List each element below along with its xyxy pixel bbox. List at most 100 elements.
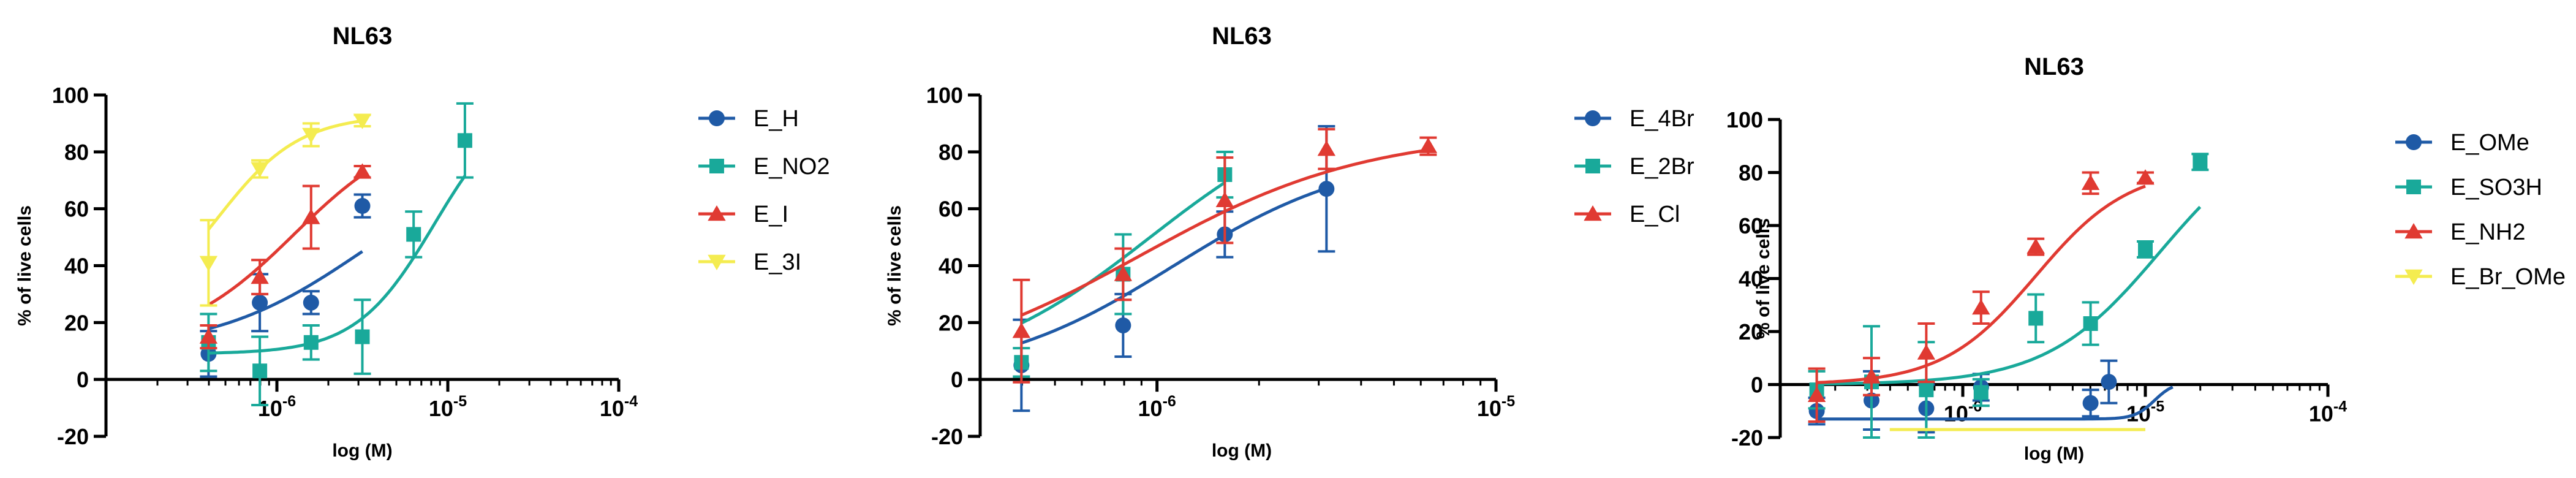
- legend-marker: [708, 205, 726, 221]
- x-tick-exponent: -6: [1163, 393, 1176, 410]
- x-tick-exponent: -5: [453, 393, 467, 410]
- y-tick-label: 0: [77, 367, 89, 392]
- legend-marker: [2404, 223, 2423, 239]
- chart-title: NL63: [2024, 53, 2084, 80]
- fit-curve: [1021, 186, 1328, 345]
- legend-label: E_3I: [754, 249, 801, 275]
- legend-label: E_Br_OMe: [2450, 264, 2566, 290]
- data-point: [1317, 140, 1336, 156]
- y-tick-label: 60: [64, 197, 89, 222]
- fit-curve: [208, 250, 363, 330]
- y-tick-label: 20: [1739, 319, 1763, 344]
- x-tick-exponent: -4: [624, 393, 638, 410]
- data-point: [252, 294, 268, 311]
- x-tick-base: 10: [1477, 396, 1501, 421]
- x-tick-exponent: -5: [1501, 393, 1515, 410]
- y-tick-label: 100: [52, 83, 89, 108]
- data-point: [1972, 299, 1990, 315]
- x-tick-base: 10: [429, 396, 453, 421]
- x-tick-label: 10-5: [1477, 393, 1515, 421]
- data-point: [2136, 169, 2155, 185]
- series-E_I: [199, 163, 372, 350]
- data-point: [251, 162, 269, 178]
- legend-label: E_Cl: [1630, 202, 1680, 227]
- data-point: [353, 113, 372, 129]
- chart-title: NL63: [333, 23, 393, 50]
- legend-entry-E_SO3H: E_SO3H: [2395, 175, 2542, 200]
- y-tick-label: 40: [64, 254, 89, 279]
- legend-marker: [2406, 180, 2421, 194]
- legend-label: E_2Br: [1630, 154, 1694, 180]
- legend-entry-E_OMe: E_OMe: [2395, 130, 2529, 156]
- series-E_4Br: [1013, 125, 1335, 412]
- x-tick-base: 10: [600, 396, 624, 421]
- data-point: [252, 363, 268, 379]
- x-axis-label: log (M): [332, 441, 392, 461]
- legend-marker: [709, 110, 725, 126]
- chart-panel-2: NL63 log (M) % of live cells -20 0 20 40 60 80 10…: [885, 23, 1694, 461]
- x-tick-base: 10: [1944, 401, 1968, 427]
- data-point: [2083, 316, 2098, 332]
- legend-label: E_4Br: [1630, 106, 1694, 132]
- x-tick-exponent: -4: [2333, 398, 2347, 415]
- data-point: [2082, 395, 2099, 411]
- data-point: [1215, 191, 1234, 207]
- y-tick-label: 20: [939, 310, 963, 335]
- data-point: [302, 208, 320, 224]
- legend-marker: [1584, 205, 1602, 221]
- legend-marker: [1585, 110, 1601, 126]
- x-axis-label: log (M): [1212, 441, 1272, 461]
- data-point: [457, 133, 472, 148]
- data-point: [2028, 311, 2044, 326]
- data-point: [406, 227, 421, 242]
- legend-label: E_OMe: [2450, 130, 2529, 156]
- y-tick-label: -20: [931, 424, 963, 449]
- data-point: [2193, 154, 2208, 170]
- x-axis-label: log (M): [2024, 444, 2084, 464]
- data-point: [1419, 137, 1438, 153]
- chart-title: NL63: [1212, 23, 1272, 50]
- legend-entry-E_Cl: E_Cl: [1574, 202, 1680, 227]
- y-tick-label: 60: [939, 197, 963, 222]
- data-point: [1862, 368, 1881, 384]
- data-point: [1919, 382, 1934, 398]
- x-tick-label: 10-4: [600, 393, 638, 421]
- legend-entry-E_4Br: E_4Br: [1574, 106, 1694, 132]
- fit-curve: [207, 119, 363, 230]
- data-point: [2101, 374, 2117, 390]
- data-point: [354, 198, 371, 214]
- x-tick-exponent: -6: [282, 393, 296, 410]
- data-point: [353, 163, 372, 179]
- data-point: [302, 127, 320, 143]
- x-tick-label: 10-5: [2126, 398, 2164, 427]
- legend-label: E_H: [754, 106, 799, 132]
- y-axis-label: % of live cells: [885, 205, 905, 326]
- x-tick-label: 10-6: [1138, 393, 1176, 421]
- x-tick-label: 10-6: [1944, 398, 1982, 427]
- legend-marker: [2406, 134, 2422, 150]
- data-point: [1318, 181, 1335, 197]
- fit-curve: [208, 175, 466, 355]
- fit-curve: [208, 173, 363, 306]
- legend-entry-E_2Br: E_2Br: [1574, 154, 1694, 180]
- y-tick-label: 40: [939, 254, 963, 279]
- data-point: [1917, 344, 1936, 360]
- legend-entry-E_NH2: E_NH2: [2395, 219, 2526, 245]
- y-tick-label: 100: [1726, 107, 1763, 132]
- legend-entry-E_NO2: E_NO2: [698, 154, 830, 180]
- legend-label: E_NO2: [754, 154, 830, 180]
- legend-marker: [708, 254, 726, 270]
- y-tick-label: 100: [926, 83, 963, 108]
- y-tick-label: -20: [57, 424, 89, 449]
- y-tick-label: 0: [951, 367, 963, 392]
- y-tick-label: 80: [1739, 161, 1763, 186]
- x-tick-label: 10-4: [2309, 398, 2347, 427]
- data-point: [2081, 174, 2100, 190]
- data-point: [2026, 238, 2045, 254]
- y-tick-label: -20: [1731, 425, 1763, 450]
- x-tick-label: 10-5: [429, 393, 467, 421]
- series-E_NO2: [200, 102, 474, 406]
- y-tick-label: 80: [939, 140, 963, 165]
- data-point: [2138, 241, 2153, 257]
